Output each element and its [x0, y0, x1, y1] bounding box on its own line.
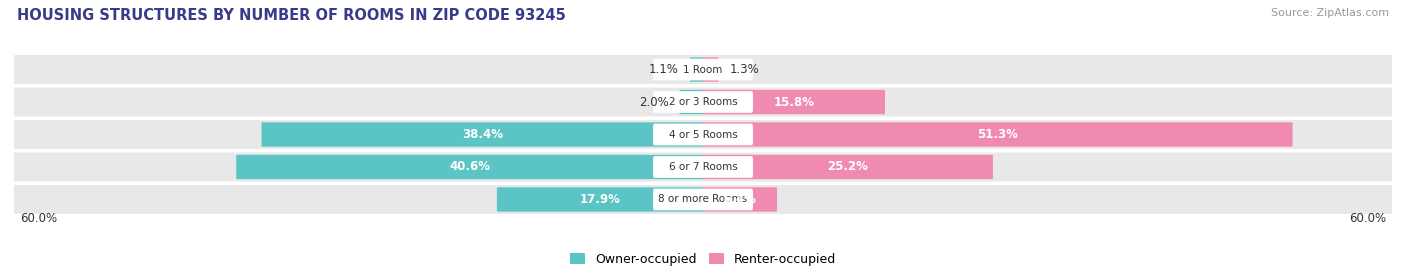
Text: 38.4%: 38.4%	[463, 128, 503, 141]
Text: 8 or more Rooms: 8 or more Rooms	[658, 194, 748, 204]
Text: Source: ZipAtlas.com: Source: ZipAtlas.com	[1271, 8, 1389, 18]
FancyBboxPatch shape	[14, 153, 1392, 181]
FancyBboxPatch shape	[14, 55, 1392, 84]
FancyBboxPatch shape	[703, 187, 778, 212]
FancyBboxPatch shape	[652, 189, 754, 210]
FancyBboxPatch shape	[14, 185, 1392, 214]
Text: 1 Room: 1 Room	[683, 65, 723, 75]
Text: 2 or 3 Rooms: 2 or 3 Rooms	[669, 97, 737, 107]
Text: 6.4%: 6.4%	[723, 193, 756, 206]
Text: 60.0%: 60.0%	[1350, 213, 1386, 225]
FancyBboxPatch shape	[703, 155, 993, 179]
FancyBboxPatch shape	[703, 57, 718, 82]
Text: 40.6%: 40.6%	[450, 161, 491, 174]
Text: 2.0%: 2.0%	[638, 95, 669, 108]
Text: 15.8%: 15.8%	[773, 95, 814, 108]
FancyBboxPatch shape	[703, 90, 884, 114]
Text: 1.3%: 1.3%	[730, 63, 759, 76]
FancyBboxPatch shape	[690, 57, 703, 82]
Text: 60.0%: 60.0%	[20, 213, 56, 225]
FancyBboxPatch shape	[262, 122, 703, 147]
FancyBboxPatch shape	[703, 122, 1292, 147]
Text: 4 or 5 Rooms: 4 or 5 Rooms	[669, 129, 737, 140]
Text: 17.9%: 17.9%	[579, 193, 620, 206]
FancyBboxPatch shape	[14, 88, 1392, 116]
Text: 51.3%: 51.3%	[977, 128, 1018, 141]
Text: 25.2%: 25.2%	[827, 161, 868, 174]
FancyBboxPatch shape	[652, 156, 754, 178]
FancyBboxPatch shape	[496, 187, 703, 212]
FancyBboxPatch shape	[652, 91, 754, 113]
FancyBboxPatch shape	[679, 90, 703, 114]
FancyBboxPatch shape	[14, 120, 1392, 149]
FancyBboxPatch shape	[652, 124, 754, 145]
Text: 6 or 7 Rooms: 6 or 7 Rooms	[669, 162, 737, 172]
Text: HOUSING STRUCTURES BY NUMBER OF ROOMS IN ZIP CODE 93245: HOUSING STRUCTURES BY NUMBER OF ROOMS IN…	[17, 8, 565, 23]
FancyBboxPatch shape	[236, 155, 703, 179]
FancyBboxPatch shape	[652, 59, 754, 80]
Text: 1.1%: 1.1%	[650, 63, 679, 76]
Legend: Owner-occupied, Renter-occupied: Owner-occupied, Renter-occupied	[569, 253, 837, 266]
